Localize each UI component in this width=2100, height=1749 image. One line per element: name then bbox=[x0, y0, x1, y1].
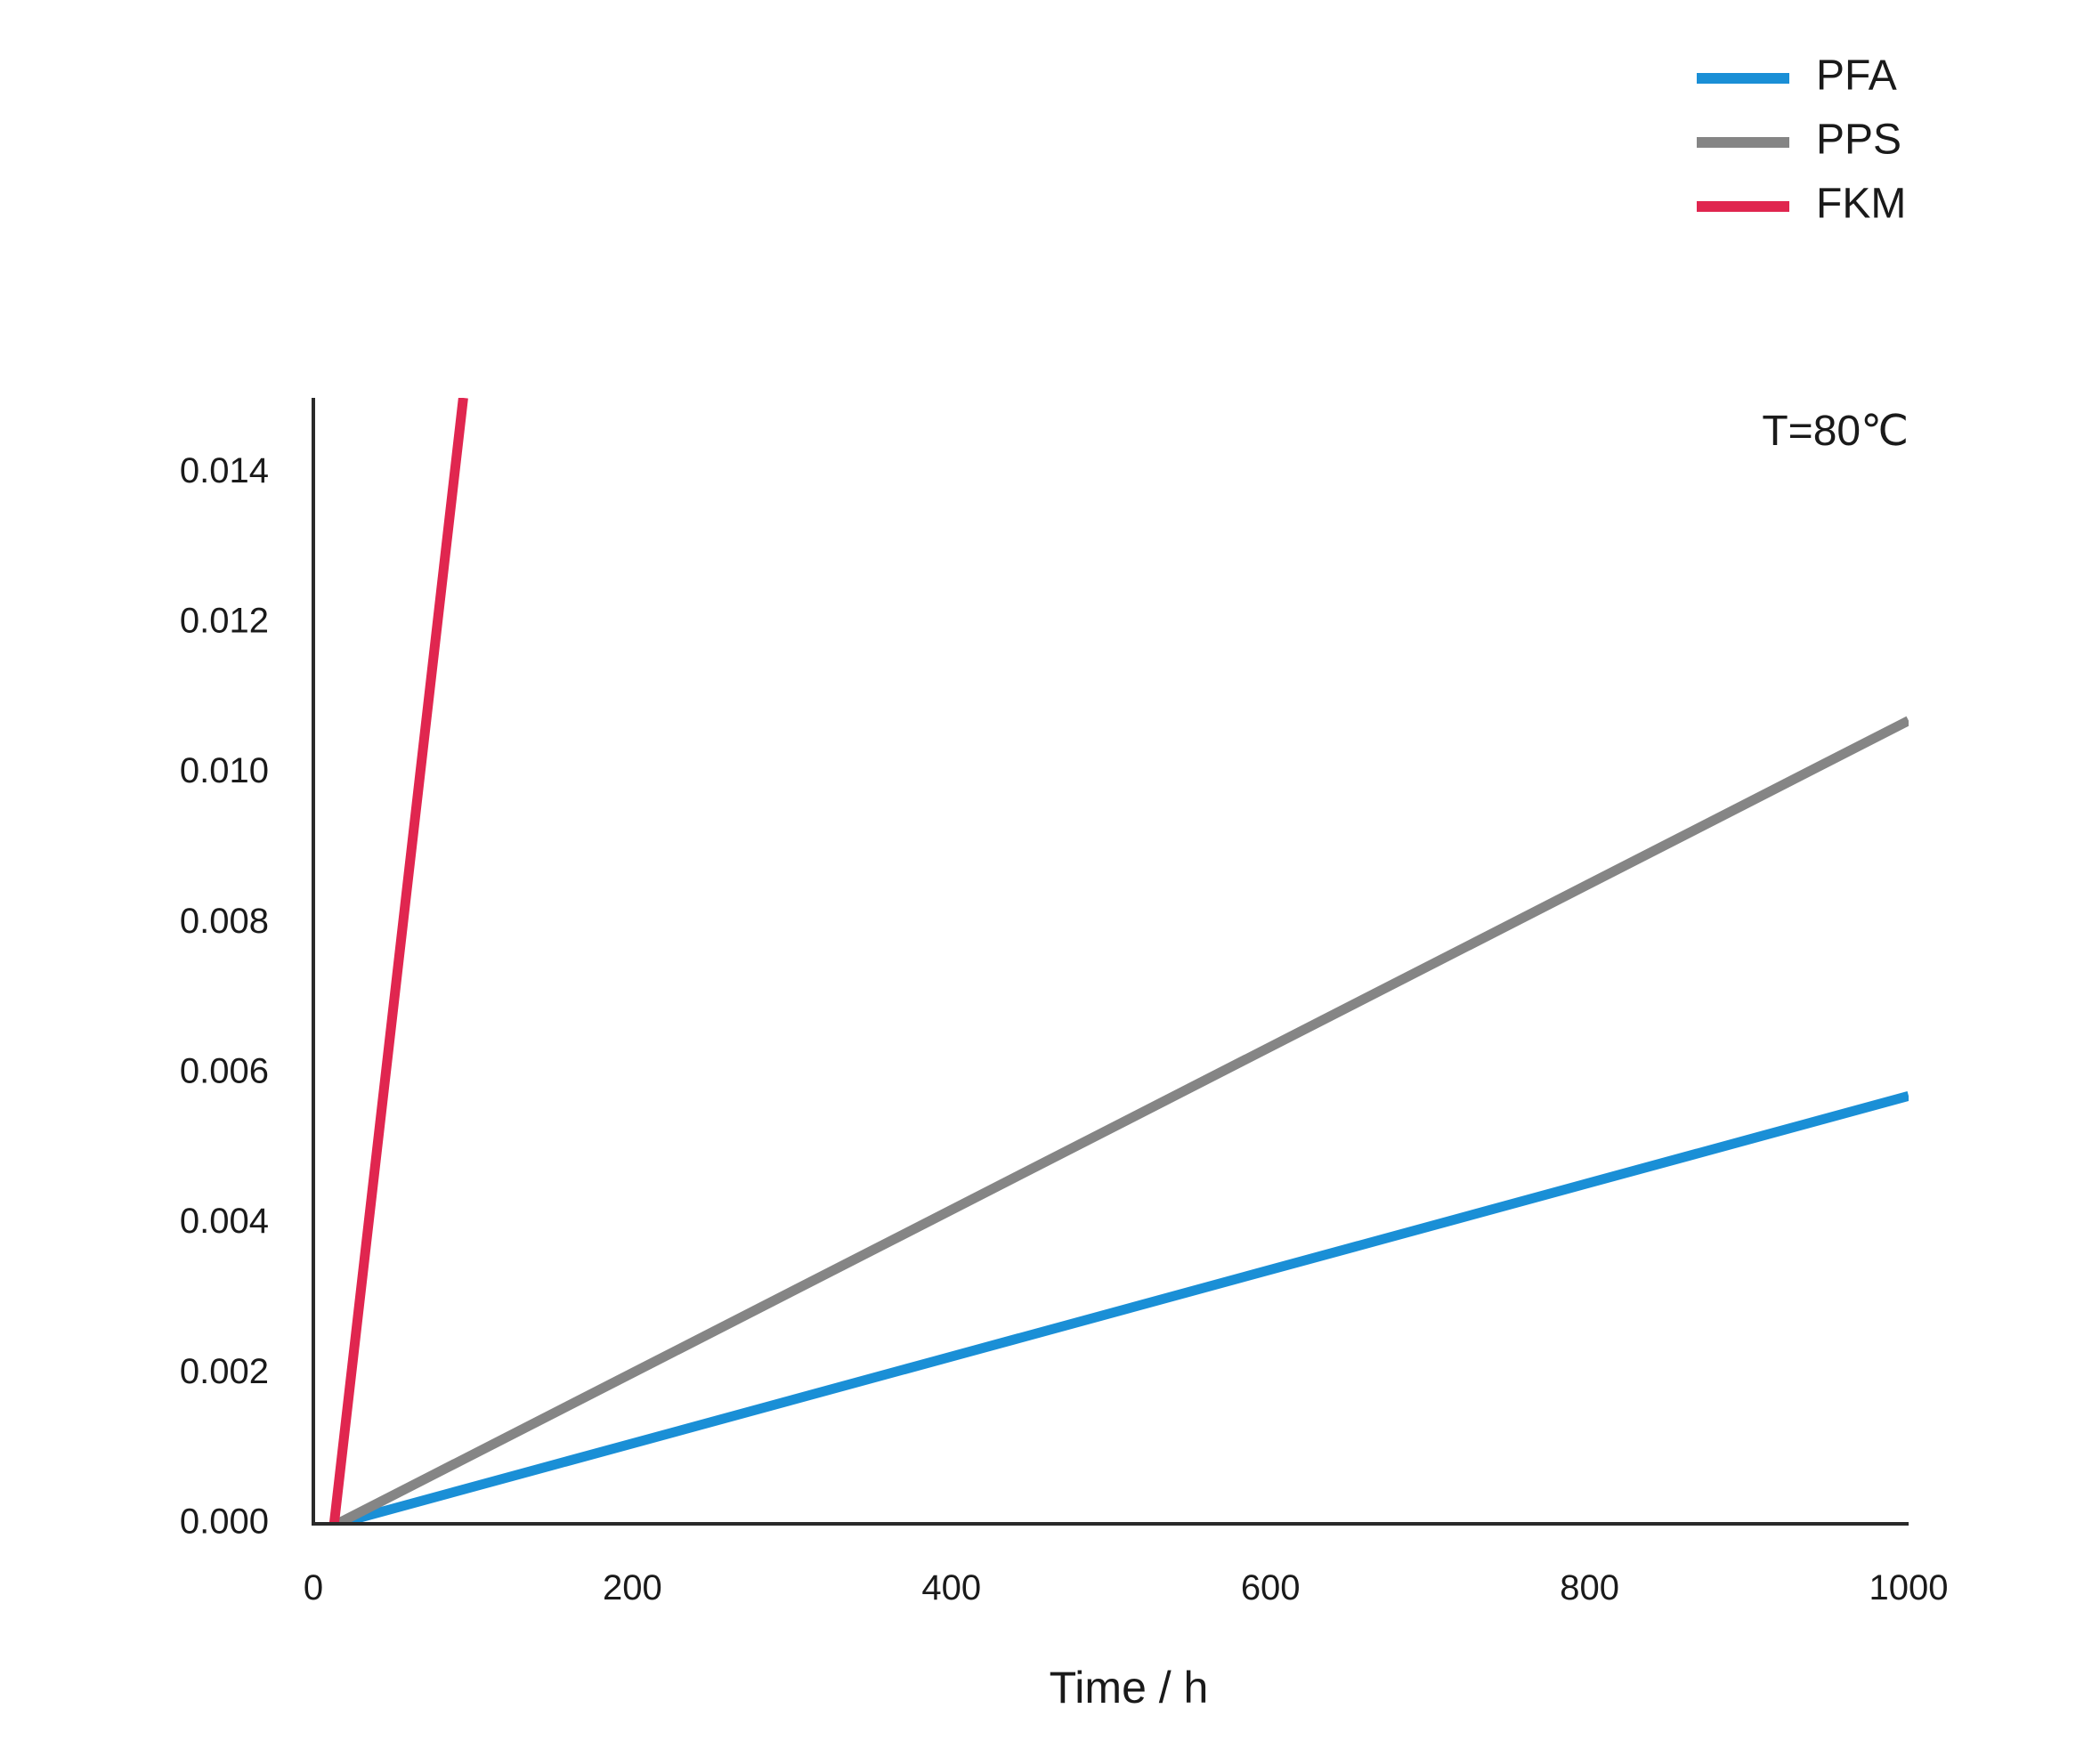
x-tick-label: 0 bbox=[304, 1568, 323, 1607]
legend-item-pps: PPS bbox=[1697, 117, 1901, 164]
series-line-fkm bbox=[328, 398, 468, 1524]
x-axis-title: Time / h bbox=[1050, 1663, 1209, 1713]
axes-layer bbox=[312, 398, 1909, 1526]
temperature-annotation: T=80℃ bbox=[1762, 408, 1909, 455]
y-tick-label: 0.004 bbox=[180, 1202, 269, 1241]
y-tick-labels: 0.000 0.002 0.004 0.006 0.008 0.010 0.012 0.014 bbox=[180, 451, 269, 1542]
legend-item-pfa: PFA bbox=[1697, 53, 1897, 100]
x-tick-label: 800 bbox=[1560, 1568, 1619, 1607]
legend-label: FKM bbox=[1816, 181, 1906, 228]
y-tick-label: 0.014 bbox=[180, 451, 269, 490]
legend: PFA PPS FKM bbox=[1697, 53, 1906, 228]
legend-label: PPS bbox=[1816, 117, 1901, 164]
y-tick-label: 0.008 bbox=[180, 902, 269, 941]
x-tick-label: 600 bbox=[1241, 1568, 1301, 1607]
legend-label: PFA bbox=[1816, 53, 1897, 100]
y-tick-label: 0.000 bbox=[180, 1502, 269, 1542]
y-tick-label: 0.010 bbox=[180, 751, 269, 790]
legend-item-fkm: FKM bbox=[1697, 181, 1906, 228]
x-tick-label: 200 bbox=[603, 1568, 662, 1607]
x-tick-label: 400 bbox=[921, 1568, 981, 1607]
x-tick-labels: 0 200 400 600 800 1000 bbox=[304, 1568, 1949, 1607]
series-line-pps bbox=[335, 716, 1909, 1524]
series-layer bbox=[328, 398, 1909, 1524]
y-tick-label: 0.012 bbox=[180, 602, 269, 641]
y-tick-label: 0.002 bbox=[180, 1352, 269, 1391]
y-tick-label: 0.006 bbox=[180, 1052, 269, 1091]
series-line-pfa bbox=[336, 1090, 1909, 1524]
x-tick-label: 1000 bbox=[1869, 1568, 1949, 1607]
